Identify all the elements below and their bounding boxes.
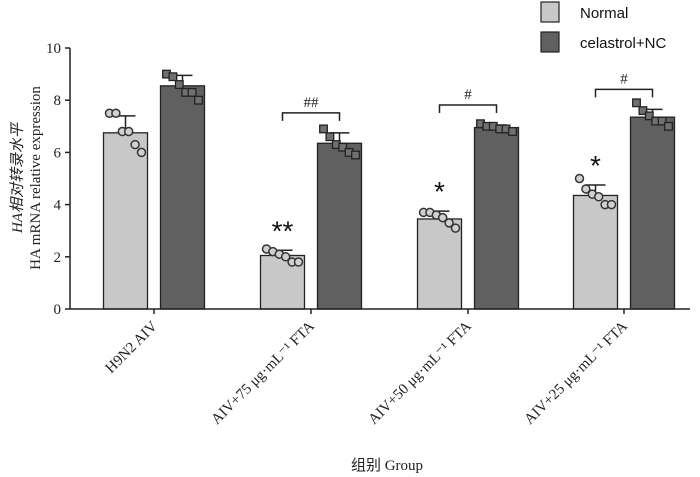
bracket-label: # xyxy=(464,87,472,103)
data-point xyxy=(657,116,667,126)
legend-label: celastrol+NC xyxy=(580,35,666,52)
y-axis-label: HA mRNA relative expression xyxy=(28,86,44,270)
legend-swatch xyxy=(540,31,560,53)
data-point xyxy=(123,126,134,137)
data-point xyxy=(581,184,591,194)
data-point xyxy=(194,95,203,105)
significance-bracket xyxy=(281,112,341,121)
x-tick-label: AIV+75 μg·mL⁻¹ FTA xyxy=(209,318,318,427)
x-axis: H9N2 AIV AIV+75 μg·mL⁻¹ FTA AIV+50 μg·mL⁻¹… xyxy=(70,308,690,428)
y-axis-label-chinese: HA相对转录水平 xyxy=(9,121,26,234)
bar-celastrol-nc xyxy=(629,116,676,310)
data-point xyxy=(593,192,604,202)
significance-star: * xyxy=(434,176,445,207)
x-tick-label: H9N2 AIV xyxy=(103,318,161,376)
x-axis-label: 组别 Group xyxy=(351,457,423,474)
data-point xyxy=(130,139,140,150)
data-point xyxy=(338,142,348,152)
y-tick-label: 10 xyxy=(46,41,61,57)
data-point xyxy=(187,87,197,97)
data-point xyxy=(351,150,360,160)
data-point xyxy=(664,121,673,131)
legend: Normal celastrol+NC xyxy=(540,1,666,53)
data-point xyxy=(111,108,121,118)
data-point xyxy=(450,223,461,233)
y-tick-label: 6 xyxy=(54,145,62,161)
x-tick-label: AIV+50 μg·mL⁻¹ FTA xyxy=(366,318,475,427)
significance-bracket xyxy=(594,88,654,98)
data-point xyxy=(325,132,335,142)
data-point xyxy=(168,72,178,82)
bar-normal xyxy=(572,194,619,310)
data-point xyxy=(136,147,147,158)
significance-star: * xyxy=(590,150,601,181)
significance-star: ** xyxy=(272,215,294,246)
bracket-label: # xyxy=(620,71,628,87)
data-point xyxy=(437,212,448,223)
data-point xyxy=(174,80,184,89)
bar-celastrol-nc xyxy=(159,85,206,310)
bar-celastrol-nc xyxy=(316,142,363,310)
data-point xyxy=(632,98,641,108)
data-point xyxy=(606,199,617,210)
bar-normal xyxy=(416,218,463,310)
data-point xyxy=(638,106,648,116)
data-point xyxy=(319,124,328,134)
data-point xyxy=(444,218,454,228)
significance-bracket xyxy=(438,104,498,113)
y-tick-label: 2 xyxy=(54,250,62,266)
bar-normal xyxy=(259,254,306,310)
data-point xyxy=(508,127,517,136)
bracket-label: ## xyxy=(304,95,320,111)
y-axis: 0 2 4 6 8 10 xyxy=(46,41,71,318)
data-point xyxy=(644,111,654,121)
bars: ****## ## xyxy=(102,69,676,310)
data-point xyxy=(293,257,304,267)
y-tick-label: 0 xyxy=(54,302,62,318)
data-point xyxy=(280,252,291,262)
legend-label: Normal xyxy=(580,5,628,22)
legend-swatch xyxy=(540,1,560,23)
y-tick-label: 8 xyxy=(54,93,62,109)
data-point xyxy=(574,173,585,184)
bar-normal xyxy=(102,132,149,310)
bar-celastrol-nc xyxy=(473,126,520,310)
y-tick-label: 4 xyxy=(54,198,62,214)
x-tick-label: AIV+25 μg·mL⁻¹ FTA xyxy=(522,318,631,427)
